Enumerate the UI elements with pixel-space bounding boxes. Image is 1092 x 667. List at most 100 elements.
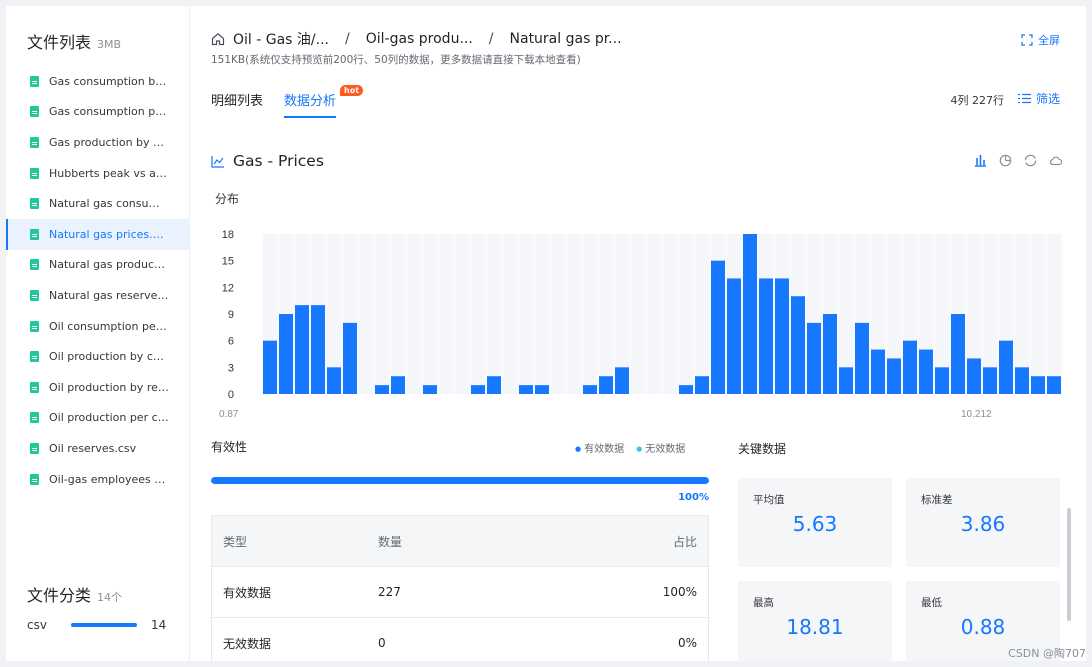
scrollbar[interactable] xyxy=(1067,508,1071,621)
bar xyxy=(279,314,293,394)
file-name: Oil consumption per c... xyxy=(49,319,169,333)
file-icon xyxy=(30,136,39,148)
breadcrumb-item-2[interactable]: Oil-gas produ... xyxy=(365,31,473,47)
file-item[interactable]: Oil production per ca... xyxy=(6,403,190,434)
file-item[interactable]: Gas consumption by ... xyxy=(6,66,190,97)
cell-count: 227 xyxy=(378,585,401,599)
breadcrumb: Oil - Gas 油/... / Oil-gas produ... / Nat… xyxy=(211,29,622,49)
breadcrumb-item-1[interactable]: Oil - Gas 油/... xyxy=(233,32,329,48)
file-item[interactable]: Oil consumption per c... xyxy=(6,311,190,342)
home-icon[interactable] xyxy=(211,32,225,46)
validity-legend: 有效数据 无效数据 xyxy=(575,440,685,455)
table-row: 有效数据 227 100% xyxy=(212,567,708,618)
file-item[interactable]: Oil-gas employees vs... xyxy=(6,464,190,495)
tab-data-analysis[interactable]: 数据分析 hot xyxy=(284,85,364,118)
bar xyxy=(983,367,997,394)
breadcrumb-item-3: Natural gas pr... xyxy=(509,31,622,47)
header-type: 类型 xyxy=(223,534,248,549)
chart-band xyxy=(694,234,710,394)
bar xyxy=(263,340,277,394)
y-tick-label: 6 xyxy=(228,336,234,348)
bar xyxy=(1047,376,1061,394)
bar xyxy=(903,340,917,394)
file-icon xyxy=(30,228,39,240)
file-icon xyxy=(30,351,39,363)
bar xyxy=(759,278,773,394)
chart-band xyxy=(1030,234,1046,394)
legend-valid: 有效数据 xyxy=(575,440,624,455)
bar xyxy=(791,296,805,394)
sidebar: 文件列表 3MB Gas consumption by ... Gas consum… xyxy=(6,6,190,661)
tab-detail-list[interactable]: 明细列表 xyxy=(211,94,264,109)
distribution-chart: 0 3 6 9 12 15 18 0.87 10.212 xyxy=(219,229,1062,420)
bar xyxy=(743,234,757,394)
cloud-icon[interactable] xyxy=(1049,154,1062,167)
pie-chart-icon[interactable] xyxy=(999,154,1012,167)
file-name: Gas consumption per... xyxy=(49,105,169,119)
file-item[interactable]: Oil production by regi... xyxy=(6,372,190,403)
header-ratio: 占比 xyxy=(672,534,697,549)
cell-count: 0 xyxy=(378,636,386,650)
chart-type-tools xyxy=(974,154,1062,167)
key-data-title: 关键数据 xyxy=(738,442,787,456)
filter-button[interactable]: 筛选 xyxy=(1017,90,1060,107)
file-name: Natural gas productio... xyxy=(49,258,169,272)
bar xyxy=(1031,376,1045,394)
fullscreen-button[interactable]: 全屏 xyxy=(1021,32,1060,48)
chart-band xyxy=(966,234,982,394)
file-name: Natural gas reserves.... xyxy=(49,288,169,302)
ring-chart-icon[interactable] xyxy=(1024,154,1037,167)
stat-card-min: 最低 0.88 xyxy=(906,581,1060,661)
file-item[interactable]: Natural gas prices.csv xyxy=(6,218,190,250)
bar xyxy=(583,385,597,394)
file-name: Gas production by co... xyxy=(49,135,169,149)
chart-band xyxy=(550,234,566,394)
bar xyxy=(823,314,837,394)
file-icon xyxy=(30,289,39,301)
file-name: Oil production by regi... xyxy=(49,380,169,394)
watermark: CSDN @陶707 xyxy=(1008,647,1086,660)
table-row: 无效数据 0 0% xyxy=(212,618,708,661)
bar-chart-icon[interactable] xyxy=(974,154,987,167)
validity-percent: 100% xyxy=(678,492,709,503)
file-icon xyxy=(30,473,39,485)
file-item[interactable]: Natural gas productio... xyxy=(6,250,190,281)
bar xyxy=(295,305,309,394)
row-count: 4列 227行 xyxy=(950,94,1005,107)
breadcrumb-separator: / xyxy=(488,31,494,47)
category-bar xyxy=(70,623,137,627)
chart-band xyxy=(406,234,422,394)
file-item[interactable]: Oil reserves.csv xyxy=(6,433,190,464)
file-item[interactable]: Oil production by cou... xyxy=(6,341,190,372)
chart-band xyxy=(886,234,902,394)
file-item[interactable]: Natural gas reserves.... xyxy=(6,280,190,311)
bar xyxy=(1015,367,1029,394)
bar xyxy=(695,376,709,394)
file-item[interactable]: Gas consumption per... xyxy=(6,97,190,128)
validity-title: 有效性 xyxy=(211,440,248,454)
file-list: Gas consumption by ... Gas consumption pe… xyxy=(6,66,190,494)
file-icon xyxy=(30,198,39,210)
chart-band xyxy=(358,234,374,394)
category-count: 14个 xyxy=(97,591,123,604)
category-item-csv[interactable]: csv 14 xyxy=(27,618,177,632)
file-list-size: 3MB xyxy=(97,38,122,51)
file-name: Hubberts peak vs act... xyxy=(49,166,169,180)
bar xyxy=(775,278,789,394)
chart-band xyxy=(470,234,486,394)
file-item[interactable]: Natural gas consumpt... xyxy=(6,188,190,219)
chart-band xyxy=(374,234,390,394)
chart-band xyxy=(1014,234,1030,394)
file-name: Natural gas consumpt... xyxy=(49,197,169,211)
list-icon xyxy=(1017,93,1031,104)
bar xyxy=(711,260,725,394)
chart-band xyxy=(390,234,406,394)
app-frame: 文件列表 3MB Gas consumption by ... Gas consum… xyxy=(6,6,1086,661)
cell-type: 有效数据 xyxy=(223,585,272,600)
file-item[interactable]: Hubberts peak vs act... xyxy=(6,158,190,189)
y-tick-label: 0 xyxy=(228,389,234,401)
bar xyxy=(999,340,1013,394)
file-icon xyxy=(30,75,39,87)
file-item[interactable]: Gas production by co... xyxy=(6,127,190,158)
bar xyxy=(967,358,981,394)
